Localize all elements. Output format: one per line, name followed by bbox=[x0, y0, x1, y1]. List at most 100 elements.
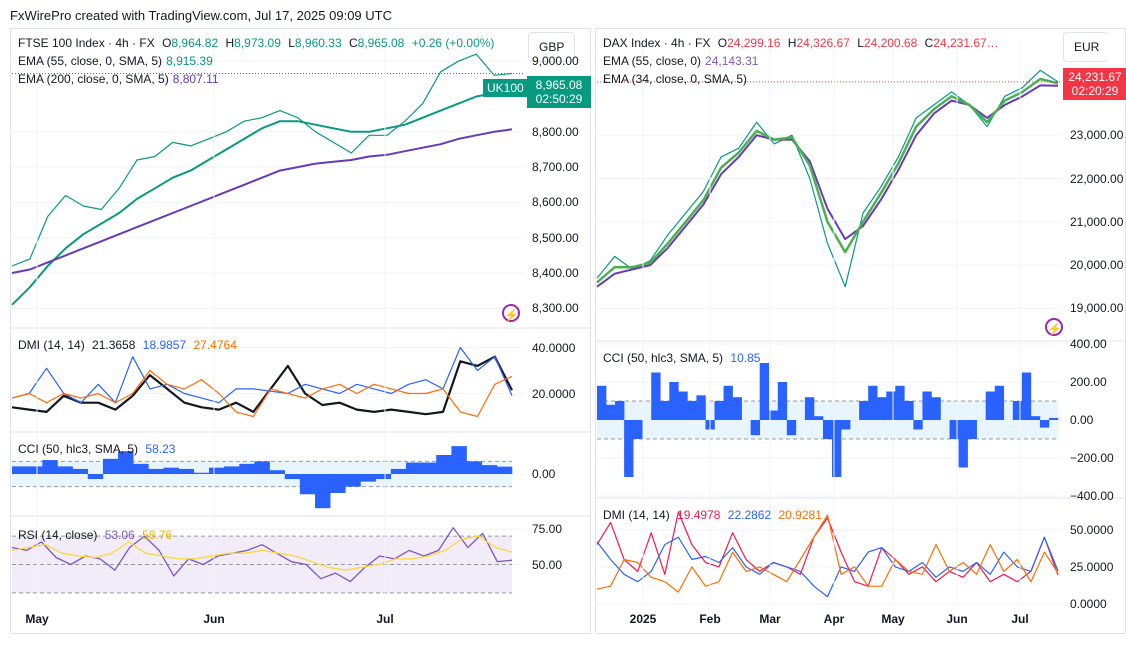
y-tick-label: 25.0000 bbox=[1070, 559, 1114, 574]
cci-bar bbox=[714, 401, 724, 420]
low-label: L bbox=[857, 36, 864, 50]
y-tick-label: 0.00 bbox=[532, 467, 556, 481]
cci-label[interactable]: CCI (50, hlc3, SMA, 5) bbox=[603, 351, 724, 365]
cci-bar bbox=[481, 465, 498, 474]
lightning-icon[interactable]: ⚡ bbox=[502, 304, 520, 322]
y-tick-label: 8,300.00 bbox=[532, 301, 579, 316]
cci-bar bbox=[877, 397, 887, 420]
cci-bar bbox=[985, 391, 996, 420]
close-value: 8,965.08 bbox=[357, 36, 405, 50]
open-value: 8,964.82 bbox=[171, 36, 219, 50]
cci-bar bbox=[606, 404, 616, 420]
high-label: H bbox=[225, 36, 235, 50]
cci-bar bbox=[27, 466, 43, 474]
cci-bar bbox=[57, 466, 73, 474]
cci-bar bbox=[405, 462, 422, 474]
dmi-plus-value: 18.9857 bbox=[142, 338, 187, 352]
cci-bar bbox=[12, 466, 28, 474]
ftse-rsi-legend: RSI (14, close) 53.06 58.76 bbox=[18, 526, 176, 544]
cci-bar bbox=[804, 397, 815, 420]
cci-bar bbox=[1039, 420, 1050, 428]
cci-bar bbox=[1012, 401, 1023, 420]
ema55-value: 8,915.39 bbox=[166, 54, 213, 68]
ftse-countdown: 02:50:29 bbox=[535, 92, 583, 106]
ftse-dmi-legend: DMI (14, 14) 21.3658 18.9857 27.4764 bbox=[18, 336, 241, 354]
cci-bar bbox=[72, 468, 89, 474]
ftse-symbol-title[interactable]: FTSE 100 Index · 4h · FX bbox=[18, 36, 155, 50]
cci-bar bbox=[193, 472, 210, 474]
high-value: 8,973.09 bbox=[234, 36, 281, 50]
cci-bar bbox=[451, 446, 467, 474]
ema-55-close-0-sma-5-line bbox=[11, 90, 513, 306]
high-label: H bbox=[787, 36, 797, 50]
dax-dmi-legend: DMI (14, 14) 19.4978 22.2862 20.9281 bbox=[603, 506, 826, 524]
cci-bar bbox=[696, 395, 706, 420]
x-tick-label: Jul bbox=[1011, 612, 1029, 626]
close-value: 24,231.67… bbox=[933, 36, 999, 50]
cci-bar bbox=[102, 458, 119, 474]
dax-price-badge: 24,231.67 02:20:29 bbox=[1063, 68, 1126, 100]
cci-bar bbox=[1021, 372, 1032, 420]
y-tick-label: 9,000.00 bbox=[532, 54, 579, 69]
y-tick-label: 19,000.00 bbox=[1070, 301, 1124, 316]
dax-symbol-title[interactable]: DAX Index · 4h · FX bbox=[603, 36, 711, 50]
ema200-label[interactable]: EMA (200, close, 0, SMA, 5) bbox=[18, 72, 169, 86]
cci-bar bbox=[813, 416, 824, 420]
dmi-label[interactable]: DMI (14, 14) bbox=[18, 338, 85, 352]
cci-label[interactable]: CCI (50, hlc3, SMA, 5) bbox=[18, 442, 139, 456]
y-tick-label: 20.0000 bbox=[532, 386, 576, 401]
cci-bar bbox=[777, 382, 788, 420]
ftse-panel bbox=[10, 28, 591, 634]
di-line bbox=[11, 369, 513, 418]
dmi-label[interactable]: DMI (14, 14) bbox=[603, 508, 670, 522]
cci-bar bbox=[786, 420, 797, 436]
dax-currency-button[interactable]: EUR bbox=[1063, 32, 1110, 62]
open-label: O bbox=[717, 36, 728, 50]
ftse-ohlc-row: FTSE 100 Index · 4h · FX O8,964.82 H8,97… bbox=[18, 34, 498, 52]
cci-bar bbox=[931, 397, 941, 420]
y-tick-label: 0.0000 bbox=[1070, 597, 1107, 611]
rsi-label[interactable]: RSI (14, close) bbox=[18, 528, 98, 542]
ema-200-close-0-sma-5-line bbox=[11, 128, 513, 274]
x-tick-label: 2025 bbox=[629, 612, 657, 626]
low-value: 8,960.33 bbox=[294, 36, 342, 50]
cci-bar bbox=[895, 385, 905, 420]
ftse-100-index-line bbox=[11, 53, 513, 267]
y-tick-label: 40.0000 bbox=[532, 340, 576, 355]
cci-bar bbox=[436, 455, 452, 474]
cci-bar bbox=[118, 451, 134, 474]
close-label: C bbox=[924, 36, 934, 50]
open-label: O bbox=[162, 36, 172, 50]
cci-bar bbox=[750, 420, 761, 436]
y-tick-label: 50.0000 bbox=[1070, 522, 1114, 537]
x-tick-label: Feb bbox=[699, 612, 721, 626]
ema55-label[interactable]: EMA (55, close, 0, SMA, 5) bbox=[18, 54, 163, 68]
cci-bar bbox=[1030, 416, 1041, 420]
cci-bar bbox=[994, 385, 1005, 420]
y-tick-label: 50.00 bbox=[532, 557, 563, 572]
cci-bar bbox=[759, 363, 770, 420]
cci-bar bbox=[208, 467, 225, 474]
ema200-value: 8,807.11 bbox=[172, 72, 219, 86]
ema55-label[interactable]: EMA (55, close, 0) bbox=[603, 54, 702, 68]
y-tick-label: 8,500.00 bbox=[532, 230, 579, 245]
cci-bar bbox=[768, 410, 779, 420]
ema34-label[interactable]: EMA (34, close, 0, SMA, 5) bbox=[603, 72, 748, 86]
x-tick-label: Mar bbox=[759, 612, 781, 626]
lightning-icon[interactable]: ⚡ bbox=[1045, 318, 1063, 336]
cci-bar bbox=[678, 391, 688, 420]
change-value: +0.26 (+0.00%) bbox=[411, 36, 495, 50]
high-value: 24,326.67 bbox=[796, 36, 850, 50]
ftse-currency-button[interactable]: GBP bbox=[528, 32, 576, 62]
dmi-blue-value: 22.2862 bbox=[727, 508, 772, 522]
di-line bbox=[11, 346, 513, 404]
cci-bar bbox=[651, 372, 661, 420]
cci-bar bbox=[239, 463, 255, 474]
dmi-adx-value: 21.3658 bbox=[92, 338, 136, 352]
cci-bar bbox=[315, 474, 331, 509]
cci-bar bbox=[421, 462, 437, 474]
cci-bar bbox=[1048, 417, 1059, 420]
cci-bar bbox=[390, 468, 407, 474]
